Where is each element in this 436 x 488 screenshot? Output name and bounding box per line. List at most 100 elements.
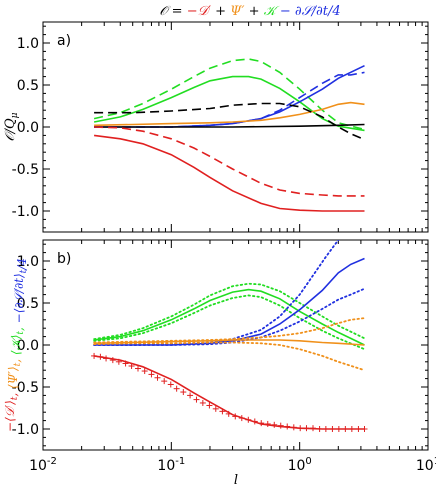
title-part-2: + xyxy=(211,4,230,19)
ylabel-part-b-9: −⟨∂𝒮/∂t⟩ xyxy=(12,273,26,323)
marker-plus-b-0-33 xyxy=(303,425,310,432)
marker-plus-b-0-38 xyxy=(335,426,342,432)
panel-a-ylabel: 𝒪/Qμ xyxy=(3,112,20,141)
xtick-label-b-3: 101 xyxy=(416,456,436,474)
series-line-b-7 xyxy=(93,317,366,344)
ylabel-part-b-1: t xyxy=(10,396,20,400)
title-part-0: 𝒪 = xyxy=(159,4,186,19)
marker-plus-b-0-19 xyxy=(212,405,219,412)
marker-plus-b-0-31 xyxy=(290,424,297,431)
ylabel-part-b-8: , xyxy=(12,323,26,331)
series-line-a-4 xyxy=(94,101,365,127)
marker-plus-b-0-27 xyxy=(264,420,271,427)
ytick-label-a-0: -1.0 xyxy=(12,204,39,220)
panel-b: b) -1.0 -0.5 0.0 0.5 1.0 10-2 10-1 100 101 −⟨𝒟′⟩… xyxy=(3,239,436,488)
marker-plus-b-0-41 xyxy=(355,426,362,432)
marker-plus-b-0-15 xyxy=(187,392,194,399)
marker-plus-b-0-25 xyxy=(251,418,258,425)
marker-plus-b-0-0 xyxy=(91,352,98,359)
ylabel-part-b-7: t xyxy=(16,331,26,335)
title-part-3: Ψ′ xyxy=(230,4,244,19)
series-line-a-5 xyxy=(94,123,365,128)
title-part-1: −𝒟′ xyxy=(187,4,211,19)
marker-plus-b-0-10 xyxy=(154,374,161,381)
marker-plus-b-0-6 xyxy=(128,363,135,369)
marker-plus-b-0-40 xyxy=(348,426,355,432)
marker-plus-b-0-11 xyxy=(161,378,168,385)
marker-plus-b-0-16 xyxy=(193,396,200,403)
panel-b-label: b) xyxy=(57,251,71,267)
ytick-label-b-2: 0.0 xyxy=(17,338,39,354)
marker-plus-b-0-34 xyxy=(309,425,316,432)
marker-plus-b-0-32 xyxy=(297,425,304,432)
ylabel-part-b-11: /4 xyxy=(15,258,29,271)
marker-plus-b-0-1 xyxy=(97,353,104,360)
marker-plus-b-0-21 xyxy=(225,410,232,417)
series-line-b-1 xyxy=(93,282,366,340)
panel-a-label: a) xyxy=(57,33,71,49)
marker-plus-b-0-13 xyxy=(173,385,180,392)
marker-plus-b-0-28 xyxy=(271,421,278,428)
marker-plus-b-0-5 xyxy=(122,360,129,367)
panel-b-ylabel: −⟨𝒟′⟩t, ⟨Ψ′⟩t, ⟨𝒦⟩t, −⟨∂𝒮/∂t⟩t/4 xyxy=(3,258,29,432)
marker-plus-b-0-18 xyxy=(206,402,213,409)
marker-plus-b-0-22 xyxy=(232,413,239,420)
series-line-b-9 xyxy=(93,355,365,430)
series-line-b-8 xyxy=(93,341,366,372)
marker-plus-b-0-12 xyxy=(167,381,174,388)
marker-plus-b-0-17 xyxy=(199,399,206,406)
marker-plus-b-0-23 xyxy=(238,415,245,422)
ylabel-part-b-3: ⟨Ψ′⟩ xyxy=(6,366,20,389)
ytick-label-b-1: -0.5 xyxy=(12,380,39,396)
marker-plus-b-0-36 xyxy=(322,426,329,432)
ylabel-part-b-2: , xyxy=(6,389,20,397)
ylabel-part-a-0: 𝒪/Q xyxy=(3,118,18,142)
marker-plus-b-0-2 xyxy=(103,355,110,362)
series-line-a-1 xyxy=(93,58,365,131)
marker-plus-b-0-8 xyxy=(141,368,148,375)
ylabel-part-a-1: μ xyxy=(10,112,20,118)
marker-plus-b-0-7 xyxy=(135,365,142,372)
marker-plus-b-0-3 xyxy=(109,357,116,364)
series-line-a-7 xyxy=(93,134,365,212)
marker-plus-b-0-30 xyxy=(284,423,291,430)
series-line-b-3 xyxy=(94,257,365,346)
marker-plus-b-0-26 xyxy=(258,420,265,427)
x-axis-label: l xyxy=(234,473,238,488)
marker-plus-b-0-24 xyxy=(245,416,252,423)
ylabel-part-b-6: ⟨𝒦⟩ xyxy=(9,335,23,356)
marker-plus-b-0-42 xyxy=(361,426,368,432)
xtick-label-b-1: 10-1 xyxy=(157,456,185,474)
series-line-a-8 xyxy=(94,126,365,197)
xtick-label-b-2: 100 xyxy=(288,456,312,474)
ytick-label-b-4: 1.0 xyxy=(17,254,39,270)
series-line-b-5 xyxy=(93,287,366,346)
ytick-label-b-0: -1.0 xyxy=(12,422,39,438)
marker-plus-b-0-35 xyxy=(316,426,323,432)
marker-plus-b-0-4 xyxy=(115,358,122,365)
marker-plus-b-0-29 xyxy=(277,422,284,429)
figure-title: 𝒪 = −𝒟′ + Ψ′ + 𝒦 − ∂𝒮/∂t/4 xyxy=(159,4,340,19)
series-line-a-6 xyxy=(94,102,365,141)
marker-plus-b-0-39 xyxy=(342,426,349,432)
ylabel-part-b-0: −⟨𝒟′⟩ xyxy=(3,400,17,432)
title-part-5: 𝒦 xyxy=(264,4,280,19)
ytick-label-a-1: -0.5 xyxy=(12,162,39,178)
ytick-label-a-2: 0.0 xyxy=(17,120,39,136)
panel-a: a) -1.0 -0.5 0.0 0.5 1.0 𝒪/Qμ xyxy=(3,21,429,233)
xtick-label-b-0: 10-2 xyxy=(29,456,57,474)
ytick-label-a-4: 1.0 xyxy=(17,36,39,52)
series-line-b-0 xyxy=(93,288,365,346)
title-part-4: + xyxy=(244,4,263,19)
ylabel-part-b-10: t xyxy=(19,269,29,273)
ylabel-part-b-4: t xyxy=(13,362,23,366)
marker-plus-b-0-9 xyxy=(148,371,155,378)
marker-plus-b-0-14 xyxy=(180,389,187,396)
marker-plus-b-0-20 xyxy=(219,408,226,415)
ylabel-part-b-5: , xyxy=(9,355,23,363)
ytick-label-b-3: 0.5 xyxy=(17,296,39,312)
marker-plus-b-0-37 xyxy=(329,426,336,432)
ytick-label-a-3: 0.5 xyxy=(17,78,39,94)
title-part-6: − ∂𝒮/∂t/4 xyxy=(276,4,341,19)
